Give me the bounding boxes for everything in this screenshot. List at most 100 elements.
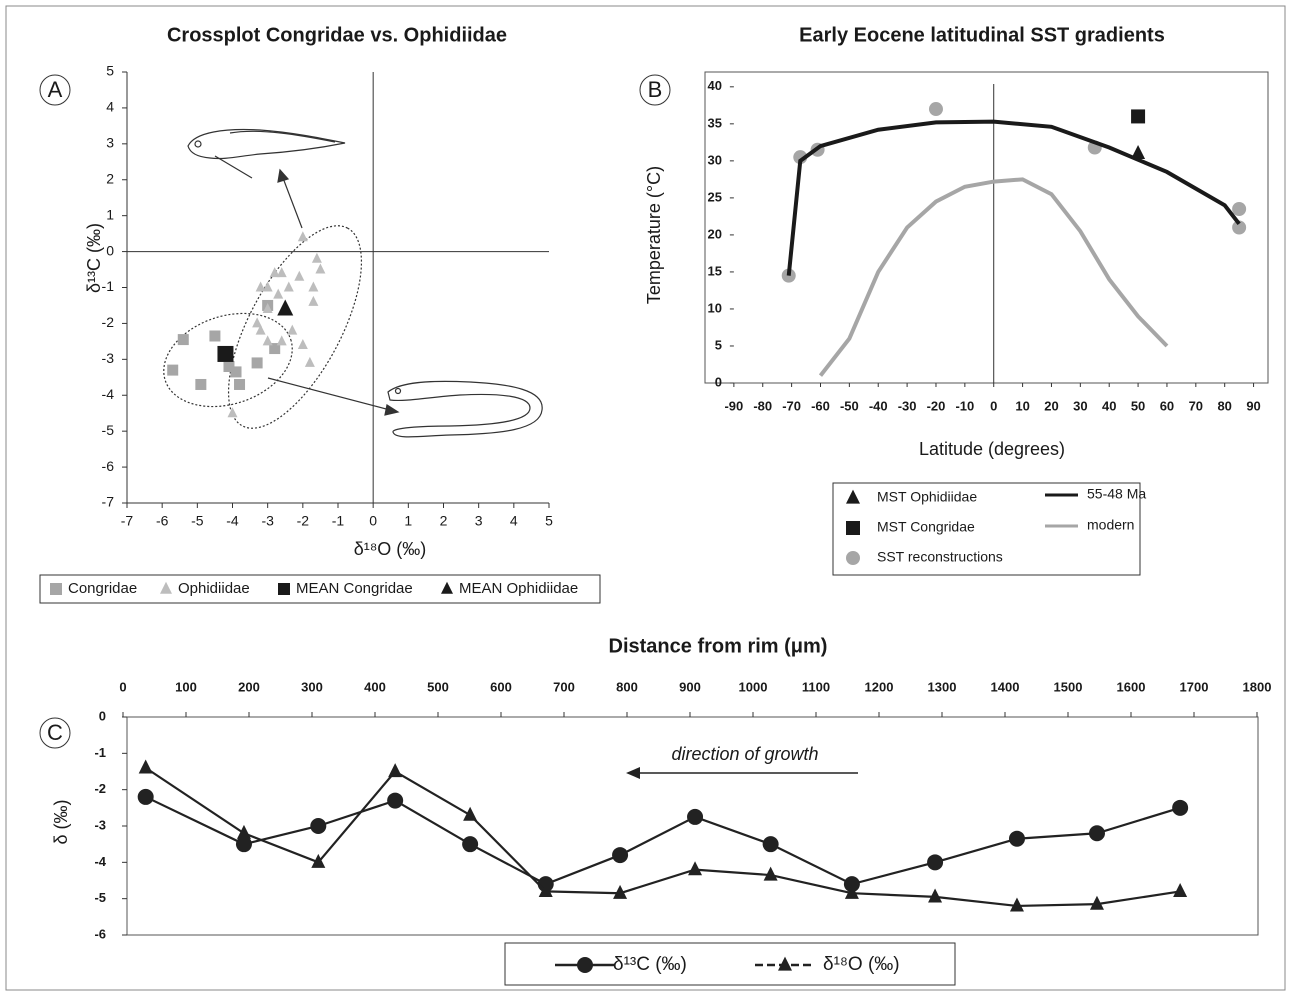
y-tick-label: 40	[708, 78, 722, 93]
data-point	[262, 281, 273, 292]
data-point	[1232, 201, 1247, 216]
x-tick-label: 0	[369, 513, 377, 529]
data-point	[688, 861, 703, 876]
annotation-arrowhead	[626, 767, 640, 779]
x-tick-label: 600	[490, 679, 512, 694]
legend-swatch	[441, 581, 453, 594]
x-tick-label: 1700	[1180, 679, 1209, 694]
legend-swatch	[577, 957, 593, 973]
legend-swatch	[160, 581, 172, 594]
data-point	[613, 884, 628, 899]
x-tick-label: 1100	[802, 679, 830, 694]
y-tick-label: -1	[102, 278, 115, 294]
data-point	[167, 364, 179, 376]
x-tick-label: 200	[238, 679, 260, 694]
y-tick-label: -6	[94, 926, 106, 941]
x-tick-label: 0	[990, 398, 997, 413]
data-point	[283, 281, 294, 292]
data-point	[1009, 897, 1024, 912]
data-point	[1008, 830, 1025, 847]
arrow-head	[384, 404, 400, 416]
x-tick-label: 30	[1073, 398, 1087, 413]
x-tick-label: 300	[301, 679, 323, 694]
y-tick-label: 3	[106, 135, 114, 151]
eel-eye	[394, 387, 402, 395]
data-point	[387, 792, 404, 809]
decorations	[163, 128, 543, 438]
figure-border	[5, 5, 1286, 991]
y-tick-label: 5	[715, 337, 722, 352]
data-point	[1232, 220, 1247, 235]
data-point	[687, 808, 704, 825]
x-tick-label: -80	[753, 398, 772, 413]
x-tick-label: 5	[545, 513, 553, 529]
legend-box	[832, 482, 1141, 576]
y-tick-label: 20	[708, 226, 722, 241]
data-point	[276, 335, 287, 346]
data-point	[612, 847, 629, 864]
data-point	[844, 884, 859, 899]
data-point	[1131, 109, 1146, 124]
series-line	[818, 177, 1169, 377]
data-point	[388, 763, 403, 778]
x-tick-label: -1	[332, 513, 345, 529]
legend-swatch	[50, 583, 62, 595]
x-tick-label: -20	[927, 398, 946, 413]
x-tick-label: -30	[898, 398, 917, 413]
data-point	[763, 866, 778, 881]
series-line	[145, 795, 1181, 886]
x-tick-label: 1600	[1117, 679, 1146, 694]
data-point	[223, 361, 235, 373]
legend-label: δ¹³C (‰)	[613, 954, 687, 975]
data-point	[762, 836, 779, 853]
data-point	[262, 303, 273, 314]
y-tick-label: 5	[106, 63, 114, 79]
x-tick-label: 1500	[1054, 679, 1083, 694]
x-tick-label: -90	[724, 398, 743, 413]
legend-label: Ophidiidae	[178, 580, 250, 597]
x-tick-label: 90	[1246, 398, 1260, 413]
x-tick-label: 60	[1160, 398, 1174, 413]
x-tick-label: 80	[1217, 398, 1231, 413]
x-tick-label: -10	[955, 398, 974, 413]
data-point	[315, 263, 326, 274]
data-point	[310, 818, 327, 834]
plot-frame	[704, 71, 1269, 384]
data-point	[1088, 825, 1105, 842]
data-point	[463, 806, 478, 821]
x-tick-label: 0	[119, 679, 126, 694]
data-point	[236, 824, 251, 839]
data-point	[297, 231, 308, 242]
annotation: direction of growth	[671, 744, 818, 764]
y-axis-label: δ (‰)	[51, 799, 71, 844]
x-tick-label: 70	[1189, 398, 1203, 413]
legend-swatch	[846, 489, 860, 504]
data-point	[277, 299, 294, 316]
data-point	[255, 324, 266, 335]
data-point	[252, 317, 263, 328]
y-tick-label: 35	[708, 115, 722, 130]
x-tick-label: -2	[297, 513, 310, 529]
data-point	[255, 281, 266, 292]
arrow	[282, 177, 303, 229]
data-point	[1172, 799, 1189, 816]
x-tick-label: -6	[156, 513, 169, 529]
legend-swatch	[778, 956, 792, 971]
y-tick-label: 2	[106, 170, 114, 186]
legend-label: SST reconstructions	[877, 549, 1003, 565]
legend-label: 55-48 Ma	[1087, 486, 1146, 502]
y-tick-label: -5	[94, 890, 106, 905]
fish-detail	[214, 130, 336, 179]
data-point	[269, 267, 280, 278]
x-tick-label: -3	[261, 513, 274, 529]
data-point	[927, 854, 944, 871]
legend-label: MEAN Congridae	[296, 580, 413, 597]
y-tick-label: 0	[106, 242, 114, 258]
y-axis-label: δ¹³C (‰)	[84, 223, 104, 293]
x-tick-label: -70	[782, 398, 801, 413]
x-tick-label: -60	[811, 398, 830, 413]
panel-circle	[39, 74, 71, 106]
x-tick-label: -5	[191, 513, 204, 529]
y-tick-label: -1	[94, 745, 106, 760]
x-tick-label: 20	[1044, 398, 1058, 413]
